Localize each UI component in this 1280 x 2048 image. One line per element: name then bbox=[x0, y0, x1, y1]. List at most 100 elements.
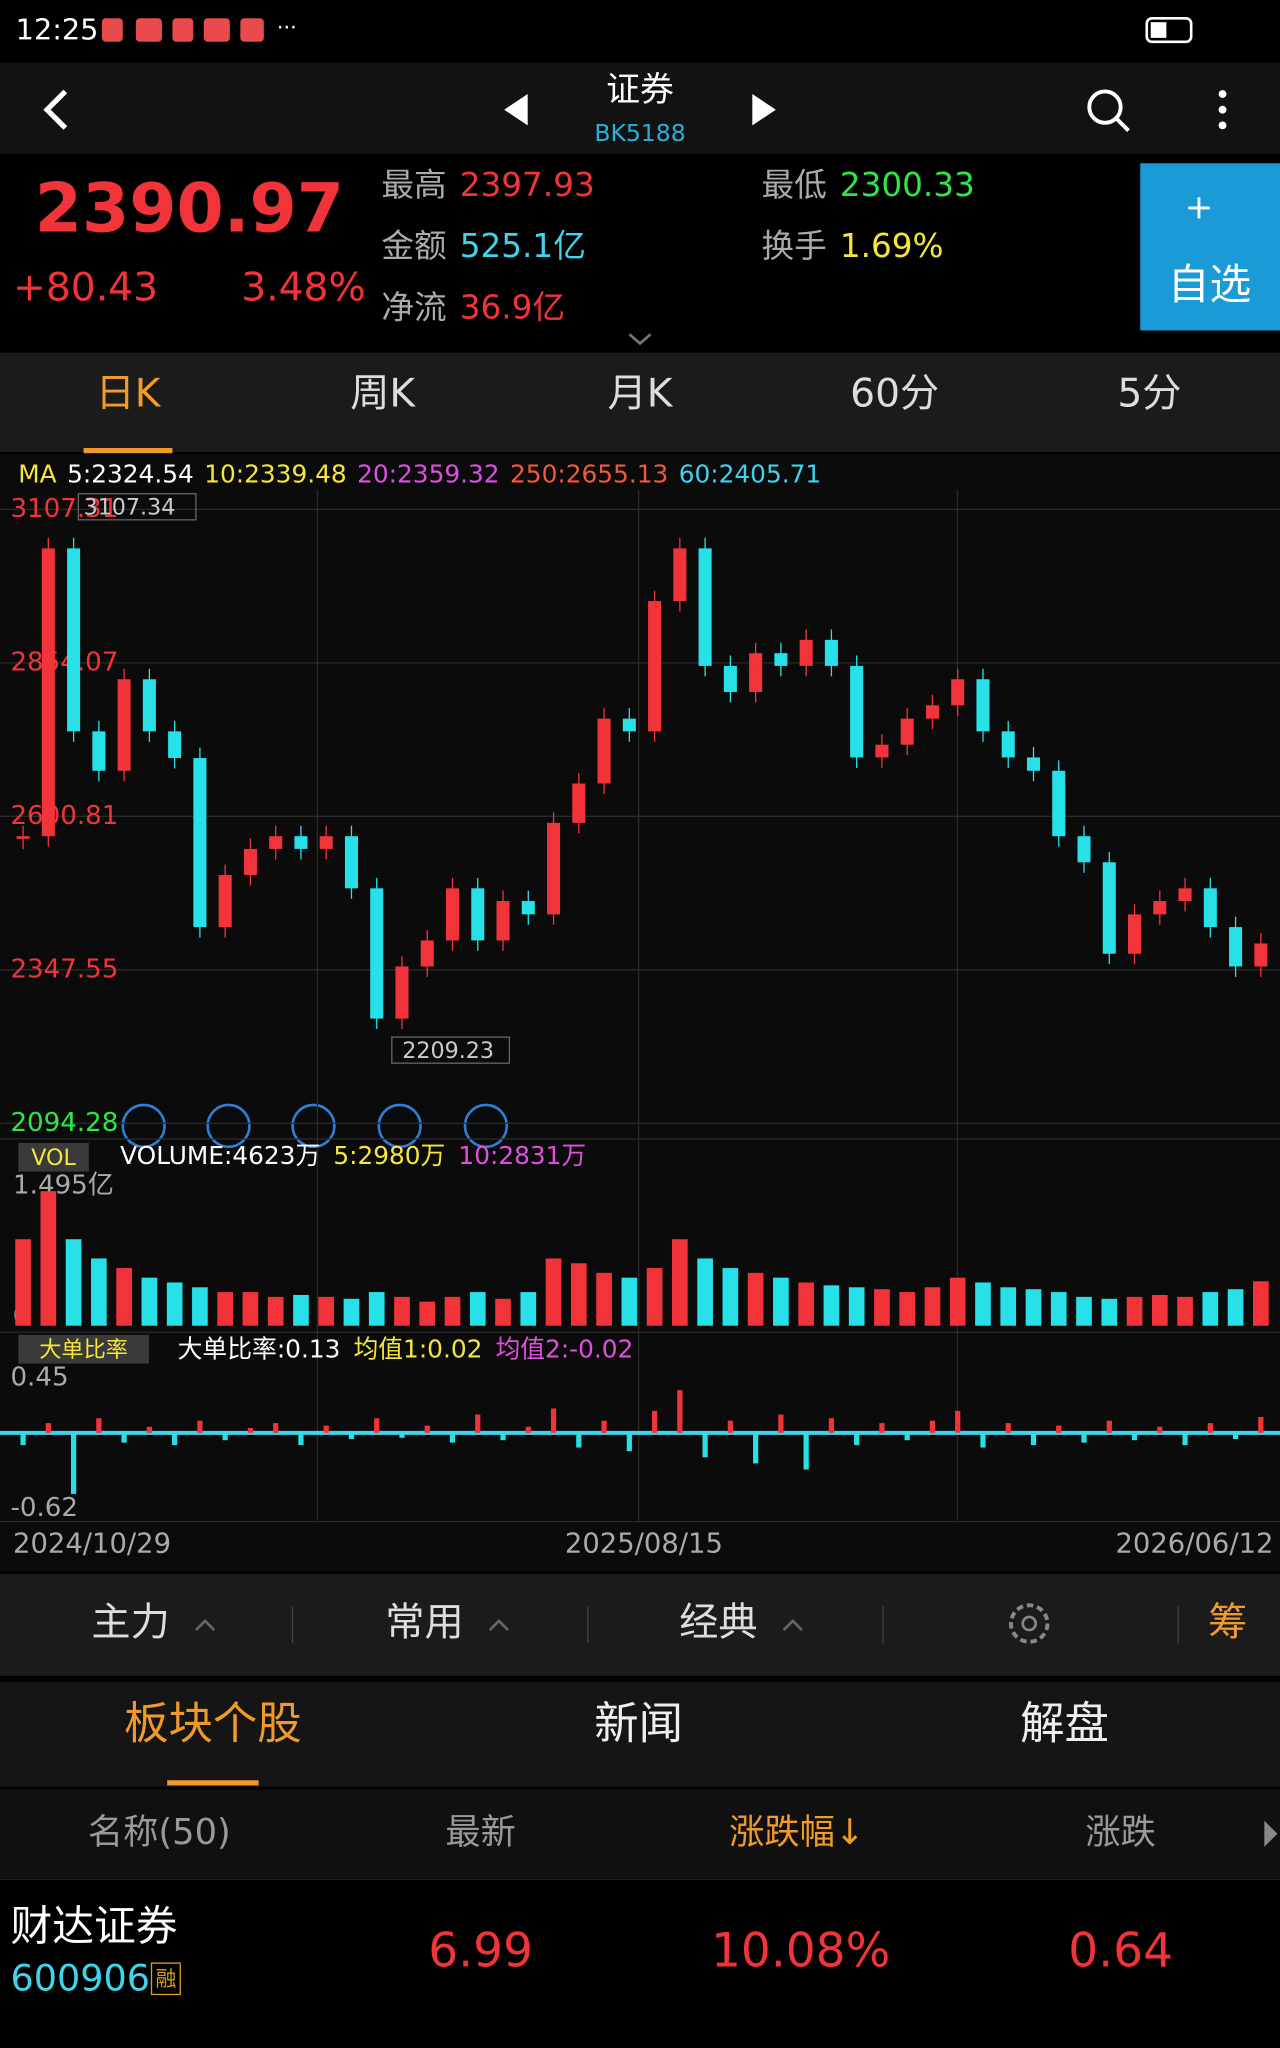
ratio-bar bbox=[1232, 1432, 1239, 1439]
toolbar bbox=[0, 1573, 1280, 1676]
min-label-box bbox=[391, 1036, 511, 1064]
pan-right[interactable] bbox=[206, 1103, 251, 1149]
ratio-bar bbox=[1131, 1432, 1138, 1441]
candle bbox=[673, 548, 687, 602]
volume-bar bbox=[520, 1292, 537, 1326]
next-button[interactable] bbox=[752, 94, 776, 126]
ratio-bar bbox=[323, 1425, 329, 1433]
candle bbox=[521, 901, 535, 915]
search-button[interactable] bbox=[1087, 89, 1123, 125]
column-header[interactable]: 名称(50) bbox=[88, 1812, 231, 1853]
candle bbox=[168, 731, 182, 759]
candle bbox=[1254, 943, 1268, 967]
ratio-bar bbox=[677, 1390, 683, 1433]
watchlist-button[interactable] bbox=[1140, 163, 1280, 331]
stock-name[interactable]: 财达证券 bbox=[10, 1902, 177, 1951]
candle bbox=[445, 888, 460, 941]
toolbar-item[interactable]: 筹 bbox=[1208, 1600, 1247, 1645]
candle bbox=[1229, 927, 1243, 967]
volume-bar bbox=[747, 1272, 764, 1326]
zoom-in[interactable] bbox=[291, 1103, 336, 1149]
zoom-out[interactable] bbox=[377, 1103, 422, 1149]
ratio-bar bbox=[651, 1410, 658, 1433]
abs-change: 0.64 bbox=[1068, 1923, 1173, 1978]
volume-bar bbox=[1227, 1289, 1244, 1326]
status-icon bbox=[172, 18, 194, 42]
max-label: 3107.34 bbox=[84, 495, 176, 521]
ma-legend: 20:2359.32 bbox=[357, 459, 499, 488]
period-tab[interactable]: 5分 bbox=[1117, 371, 1181, 416]
ratio-bar bbox=[601, 1420, 607, 1433]
ma-legend: MA bbox=[18, 459, 56, 488]
label: 换手 bbox=[761, 227, 826, 265]
volume-bar bbox=[242, 1292, 259, 1326]
caret bbox=[194, 1619, 216, 1631]
date-label: 2026/06/12 bbox=[1116, 1529, 1274, 1560]
volume-bar bbox=[1151, 1294, 1168, 1326]
volume-bar bbox=[419, 1301, 436, 1326]
toolbar-item[interactable]: 经典 bbox=[679, 1600, 757, 1645]
value: 525.1亿 bbox=[460, 227, 586, 265]
candle bbox=[951, 679, 965, 706]
caret bbox=[488, 1619, 510, 1631]
y-tick-label: 2854.07 bbox=[10, 647, 118, 677]
candle bbox=[547, 822, 561, 915]
volume-bar bbox=[672, 1239, 688, 1326]
pct-change: 10.08% bbox=[711, 1923, 890, 1978]
period-tab[interactable]: 60分 bbox=[850, 371, 939, 416]
ratio-bar bbox=[424, 1425, 430, 1433]
menu-button[interactable] bbox=[1218, 90, 1227, 130]
ratio-legend: 均值2:-0.02 bbox=[495, 1335, 633, 1364]
section-tab[interactable]: 板块个股 bbox=[124, 1699, 302, 1750]
table-header bbox=[0, 1789, 1280, 1879]
volume-bar bbox=[40, 1191, 57, 1326]
volume-bar bbox=[1076, 1296, 1092, 1326]
candle bbox=[799, 639, 813, 666]
column-header[interactable]: 最新 bbox=[445, 1812, 516, 1853]
vol-legend: 5:2980万 bbox=[333, 1141, 445, 1170]
fullscreen[interactable] bbox=[463, 1103, 509, 1149]
expand-icon[interactable] bbox=[628, 333, 652, 346]
candle bbox=[1203, 888, 1217, 928]
candle bbox=[16, 836, 30, 839]
ratio-bar bbox=[172, 1432, 178, 1446]
volume-bar bbox=[621, 1277, 638, 1326]
candle bbox=[1026, 757, 1041, 771]
ratio-legend: 大单比率:0.13 bbox=[178, 1335, 341, 1364]
vol-legend: 10:2831万 bbox=[458, 1141, 586, 1170]
section-tab-bar bbox=[0, 1682, 1280, 1787]
candle bbox=[142, 679, 156, 732]
chart-controls bbox=[121, 1103, 509, 1149]
candle bbox=[218, 874, 232, 928]
ma-legend: 5:2324.54 bbox=[67, 459, 194, 488]
badge: 融 bbox=[155, 1967, 176, 1991]
search-handle bbox=[1115, 117, 1130, 132]
volume-bar bbox=[343, 1298, 360, 1326]
prev-button[interactable] bbox=[504, 94, 528, 126]
volume-bar bbox=[823, 1285, 840, 1326]
badge-box bbox=[150, 1962, 181, 1996]
column-header[interactable]: 涨跌 bbox=[1085, 1812, 1156, 1853]
period-tab[interactable]: 月K bbox=[608, 371, 674, 416]
caret bbox=[782, 1619, 803, 1631]
column-header[interactable]: 涨跌幅↓ bbox=[729, 1812, 864, 1853]
toolbar-dividers bbox=[291, 1606, 1179, 1644]
scroll-right[interactable] bbox=[1264, 1820, 1278, 1847]
volume-bar bbox=[722, 1268, 739, 1326]
volume-bar bbox=[1025, 1289, 1042, 1326]
period-tab[interactable]: 日K bbox=[96, 371, 162, 416]
ratio-bar bbox=[879, 1423, 885, 1433]
settings-button[interactable] bbox=[1008, 1603, 1050, 1644]
section-tab[interactable]: 解盘 bbox=[1020, 1699, 1109, 1750]
ratio-bar bbox=[525, 1426, 531, 1433]
period-tab[interactable]: 周K bbox=[350, 371, 416, 416]
back-button[interactable] bbox=[43, 89, 68, 130]
date-label: 2025/08/15 bbox=[565, 1529, 723, 1560]
pan-left[interactable] bbox=[121, 1103, 166, 1149]
toolbar-item[interactable]: 主力 bbox=[91, 1600, 169, 1645]
section-tab[interactable]: 新闻 bbox=[594, 1699, 683, 1750]
toolbar-item[interactable]: 常用 bbox=[385, 1600, 463, 1645]
status-icon bbox=[101, 18, 123, 42]
volume-bar bbox=[1126, 1296, 1143, 1326]
ratio-bar bbox=[1258, 1417, 1264, 1433]
